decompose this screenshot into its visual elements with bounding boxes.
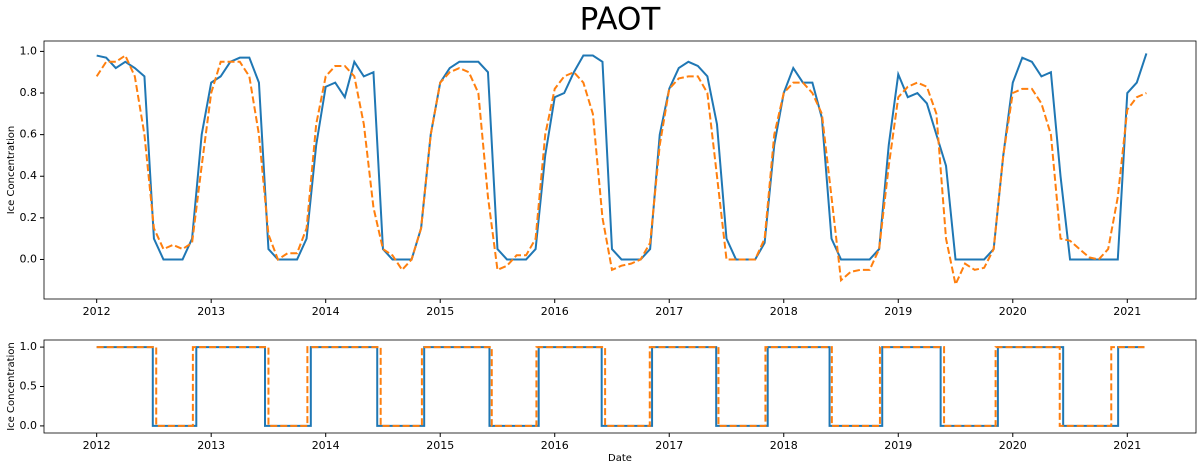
- x-tick-label: 2016: [541, 439, 569, 452]
- y-tick-label: 0.0: [20, 252, 38, 265]
- x-tick-label: 2017: [655, 439, 683, 452]
- x-tick-label: 2016: [541, 305, 569, 318]
- x-tick-label: 2014: [312, 305, 340, 318]
- x-tick-label: 2017: [655, 305, 683, 318]
- x-tick-label: 2018: [770, 305, 798, 318]
- x-tick-label: 2018: [770, 439, 798, 452]
- data-line: [96, 53, 1148, 261]
- x-tick-label: 2013: [197, 305, 225, 318]
- x-tick-label: 2021: [1113, 305, 1141, 318]
- x-tick-label: 2020: [999, 439, 1027, 452]
- y-tick-label: 0.6: [20, 128, 38, 141]
- y-axis-label: Ice Concentration: [6, 342, 17, 431]
- x-tick-label: 2015: [426, 439, 454, 452]
- axes-frame: [43, 339, 1197, 434]
- y-tick-label: 0.8: [20, 86, 38, 99]
- data-line: [96, 346, 1145, 427]
- x-axis-label: Date: [608, 453, 632, 464]
- y-tick-label: 0.4: [20, 169, 38, 182]
- x-tick-label: 2015: [426, 305, 454, 318]
- x-tick-label: 2019: [884, 439, 912, 452]
- x-tick-label: 2014: [312, 439, 340, 452]
- chart-title: PAOT: [580, 2, 662, 38]
- y-tick-label: 1.0: [20, 44, 38, 57]
- x-tick-label: 2013: [197, 439, 225, 452]
- x-tick-label: 2021: [1113, 439, 1141, 452]
- y-axis-label: Ice Concentration: [6, 126, 17, 215]
- axes-frame: [43, 40, 1197, 300]
- x-tick-label: 2020: [999, 305, 1027, 318]
- y-tick-label: 0.5: [20, 380, 38, 393]
- data-line: [95, 54, 1147, 288]
- x-tick-label: 2019: [884, 305, 912, 318]
- x-tick-label: 2012: [83, 439, 111, 452]
- data-line: [96, 346, 1145, 427]
- y-tick-label: 0.2: [20, 211, 38, 224]
- y-tick-label: 0.0: [20, 419, 38, 432]
- y-tick-label: 1.0: [20, 340, 38, 353]
- x-tick-label: 2012: [83, 305, 111, 318]
